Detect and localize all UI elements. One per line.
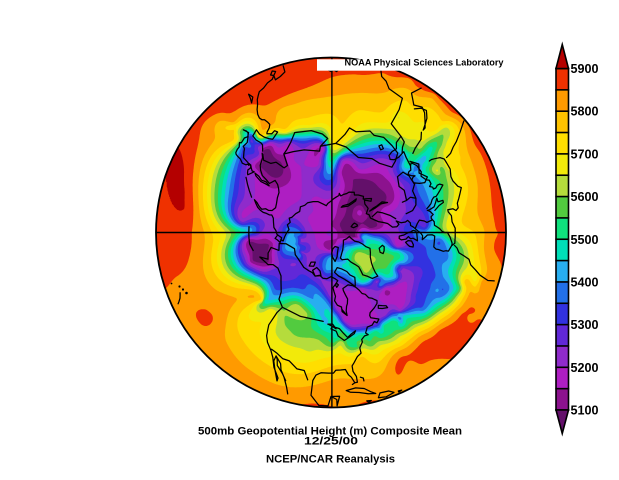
svg-text:5500: 5500: [571, 233, 599, 247]
svg-text:5400: 5400: [571, 275, 599, 289]
svg-text:5200: 5200: [571, 361, 599, 375]
svg-text:5300: 5300: [571, 318, 599, 332]
svg-text:500mb Geopotential Height (m): 500mb Geopotential Height (m) Composite …: [198, 425, 462, 437]
svg-text:5800: 5800: [571, 105, 599, 119]
svg-text:NOAA Physical Sciences Laborat: NOAA Physical Sciences Laboratory: [345, 58, 504, 68]
svg-text:5600: 5600: [571, 190, 599, 204]
svg-text:NCEP/NCAR Reanalysis: NCEP/NCAR Reanalysis: [266, 453, 395, 465]
svg-text:5700: 5700: [571, 147, 599, 161]
svg-text:12/25/00: 12/25/00: [304, 436, 358, 448]
svg-text:5900: 5900: [571, 62, 599, 76]
svg-text:5100: 5100: [571, 404, 599, 418]
